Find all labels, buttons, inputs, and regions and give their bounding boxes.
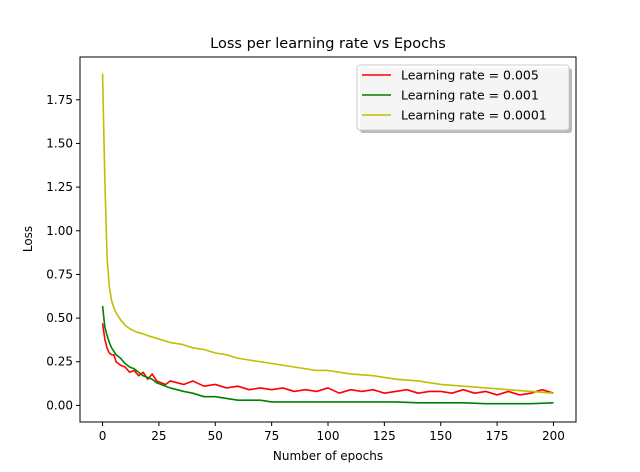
y-tick-label: 1.25 — [46, 180, 73, 194]
y-tick-label: 0.75 — [46, 267, 73, 281]
legend-label-2: Learning rate = 0.001 — [401, 88, 539, 103]
series-line-1 — [101, 323, 554, 396]
legend: Learning rate = 0.005 Learning rate = 0.0… — [356, 64, 572, 133]
x-tick-label: 75 — [264, 429, 279, 443]
y-tick-label: 1.75 — [46, 93, 73, 107]
legend-box — [356, 64, 570, 131]
x-tick-label: 0 — [99, 429, 107, 443]
y-tick-label: 1.00 — [46, 224, 73, 238]
legend-label-1: Learning rate = 0.005 — [401, 68, 539, 83]
y-tick-label: 1.50 — [46, 136, 73, 150]
x-tick-label: 100 — [317, 429, 340, 443]
y-tick-label: 0.00 — [46, 398, 73, 412]
y-tick-label: 0.25 — [46, 355, 73, 369]
x-tick-label: 175 — [486, 429, 509, 443]
series-line-3 — [101, 73, 554, 394]
legend-label-3: Learning rate = 0.0001 — [401, 108, 547, 123]
series-line-2 — [101, 305, 554, 405]
plot-area — [79, 56, 577, 423]
x-tick-label: 50 — [208, 429, 223, 443]
y-axis-label: Loss — [21, 226, 35, 252]
x-tick-label: 200 — [542, 429, 565, 443]
series-group — [101, 73, 554, 405]
chart-title: Loss per learning rate vs Epochs — [210, 36, 446, 52]
x-axis-label: Number of epochs — [273, 449, 383, 463]
x-tick-label: 150 — [429, 429, 452, 443]
y-tick-label: 0.50 — [46, 311, 73, 325]
x-axis-ticks: 0 25 50 75 100 125 150 175 200 — [99, 422, 565, 443]
y-axis-ticks: 0.00 0.25 0.50 0.75 1.00 1.25 1.50 1.75 — [46, 93, 80, 412]
x-tick-label: 125 — [373, 429, 396, 443]
x-tick-label: 25 — [151, 429, 166, 443]
